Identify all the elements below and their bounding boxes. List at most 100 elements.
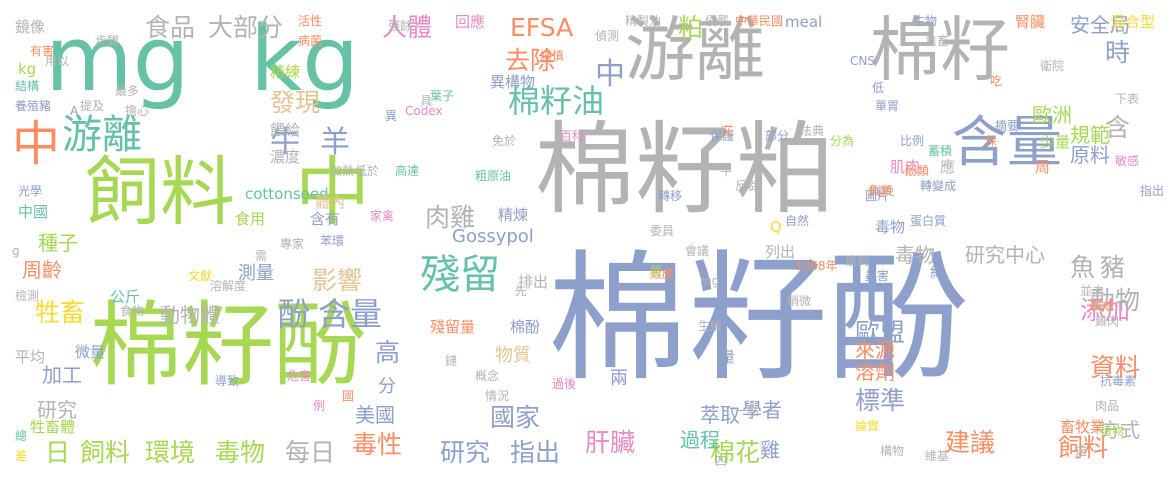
word-cloud-term: 鏈 (445, 354, 458, 368)
word-cloud-term: 環境 (145, 438, 196, 467)
word-cloud-term: 牛 (270, 125, 300, 160)
word-cloud-term: 添加 (1080, 296, 1131, 325)
word-cloud-term: 高達 (395, 164, 420, 178)
word-cloud-term: 物質 (495, 345, 531, 366)
word-cloud-term: 構物 (880, 444, 905, 458)
word-cloud-term: 大部分 (208, 13, 284, 42)
word-cloud-term: 魚類 (868, 184, 893, 198)
word-cloud-term: 列出 (765, 243, 796, 261)
word-cloud-term: 溶劑 (855, 360, 895, 384)
word-cloud-term: 最多 (115, 84, 140, 98)
word-cloud-term: 摘要 (995, 119, 1020, 133)
word-cloud-term: 飼料 (85, 148, 236, 236)
word-cloud-term: 百科 (560, 129, 585, 143)
word-cloud-term: 棉籽粕 (535, 111, 835, 228)
word-cloud-term: 情況 (485, 389, 510, 403)
word-cloud-term: 腎臟 (1015, 13, 1046, 31)
word-cloud-term: 平均 (15, 348, 46, 366)
word-cloud-term: 謹慎 (540, 49, 565, 63)
word-cloud-term: 指出 (1140, 184, 1165, 198)
word-cloud-term: 葉子 (430, 89, 455, 103)
word-cloud-term: 病菌 (298, 34, 323, 48)
word-cloud-term: 蓄積 (928, 144, 953, 158)
word-cloud-term: 安全局 (1070, 13, 1130, 37)
word-cloud-term: Codex (405, 104, 443, 118)
word-cloud-term: 魚 (1070, 253, 1096, 282)
word-cloud-term: 總 (15, 429, 28, 443)
word-cloud-term: 偵測 (595, 29, 620, 43)
word-cloud-term: 肌肉 (890, 158, 921, 176)
word-cloud-term: 羊 (320, 125, 350, 160)
word-cloud-term: 時 (1105, 38, 1131, 67)
word-cloud-term: 精煉 (498, 206, 529, 224)
word-cloud-term: 畜牧業 (1060, 418, 1106, 436)
word-cloud-term: 毒性 (352, 430, 403, 459)
word-cloud-term: 來源 (855, 338, 895, 362)
word-cloud-term: 毒物 (875, 218, 906, 236)
word-cloud-term: 資料 (1090, 353, 1141, 382)
word-cloud-term: 中 (12, 116, 61, 172)
word-cloud-term: 棉酚 (510, 318, 541, 336)
word-cloud-term: 論實 (855, 419, 880, 433)
word-cloud-term: 過程 (680, 428, 720, 452)
word-cloud-term: 殘留量 (430, 318, 476, 336)
word-cloud-term: 比例 (900, 134, 925, 148)
word-cloud-term: 人體 (382, 13, 433, 42)
word-cloud-term: 有害 (30, 44, 55, 58)
word-cloud-term: 國 (342, 389, 355, 403)
word-cloud-term: 酚 (278, 295, 311, 333)
word-cloud-term: 步驟 (95, 34, 120, 48)
word-cloud-term: 少量 (1040, 133, 1071, 151)
word-cloud-term: 差 (15, 449, 28, 463)
word-cloud-term: 量 (720, 348, 736, 366)
word-cloud-term: 異構物 (490, 73, 536, 91)
word-cloud-term: 國家 (490, 403, 541, 432)
word-cloud-term: 含量 (318, 295, 383, 333)
word-cloud-term: 棉籽 (870, 9, 1010, 91)
word-cloud-term: 抗毒素 (1100, 374, 1137, 388)
word-cloud-term: 會議 (685, 244, 710, 258)
word-cloud-term: 專家 (280, 237, 305, 251)
word-cloud-term: 高 (375, 338, 401, 367)
word-cloud-term: 體內 (315, 193, 346, 211)
word-cloud-term: 毒物 (895, 243, 935, 267)
word-cloud-term: 過後 (552, 377, 577, 391)
word-cloud-term: 單胃 (875, 99, 900, 113)
word-cloud-term: 應 (940, 158, 956, 176)
word-cloud-term: 蛋白質 (910, 214, 947, 228)
word-cloud-term: 委員 (650, 224, 675, 238)
word-cloud-term: 日 (45, 438, 71, 467)
word-cloud-term: g (12, 244, 20, 258)
word-cloud-term: 殘餘 (388, 19, 413, 33)
word-cloud-term: 中華民國 (735, 14, 784, 28)
word-cloud-term: 棉籽酚 (90, 292, 367, 399)
word-cloud-term: 肝臟 (585, 428, 636, 457)
word-cloud-term: 需 (255, 249, 268, 263)
word-cloud-term: 鏡像 (15, 18, 46, 36)
word-cloud-term: 公斤 (110, 288, 141, 306)
word-cloud-term: 指出 (510, 438, 561, 467)
word-cloud-term: 中 (595, 57, 625, 92)
word-cloud-term: 維基 (925, 449, 950, 463)
word-cloud-term: 豬 (1100, 253, 1126, 282)
word-cloud-term: 活性 (298, 14, 323, 28)
word-cloud-term: 雞 (760, 438, 780, 462)
word-cloud-term: 概念 (475, 369, 500, 383)
word-cloud-term: mg (700, 274, 720, 288)
word-cloud-term: 稍微 (787, 294, 812, 308)
word-cloud-term: 餵給 (270, 121, 301, 139)
word-cloud-term: 混合型 (1110, 13, 1156, 31)
word-cloud-term: 苯環 (320, 234, 345, 248)
word-cloud-term: 生殖 (698, 319, 723, 333)
word-cloud-term: 吃 (990, 74, 1003, 88)
word-cloud-term: 保護 (710, 129, 735, 143)
word-cloud-term: 低於 (355, 164, 380, 178)
word-cloud-term: 圖片 (865, 189, 890, 203)
word-cloud-term: 轉變成 (920, 179, 957, 193)
word-cloud-term: 1968年 (795, 259, 838, 273)
word-cloud-term: 家禽 (370, 209, 395, 223)
word-cloud-term: 研究 (440, 438, 491, 467)
word-cloud-term: 效應 (650, 267, 675, 281)
word-cloud-term: 分為 (830, 134, 855, 148)
word-cloud-term: Q (770, 218, 782, 236)
